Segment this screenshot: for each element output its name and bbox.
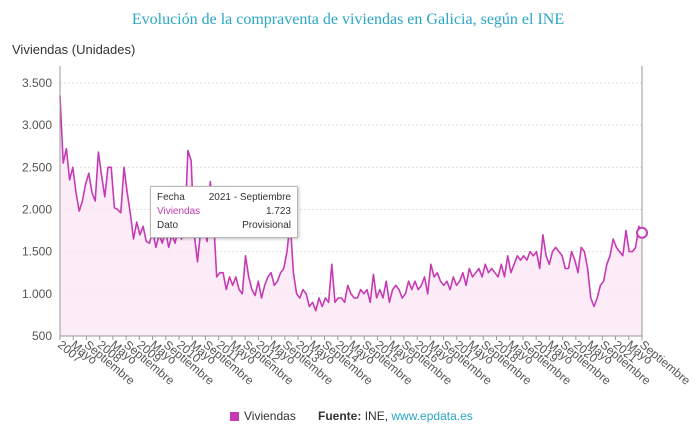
- series-area-fill: [60, 95, 642, 336]
- tooltip-key: Fecha: [157, 192, 185, 203]
- source-name: INE,: [364, 409, 389, 423]
- y-tick-label: 2.000: [22, 202, 52, 216]
- series-line[interactable]: [59, 95, 643, 312]
- y-tick-label: 3.000: [22, 118, 52, 132]
- x-axis-ticks: 2007MayoSeptiembre2008MayoSeptiembre2009…: [55, 336, 693, 388]
- y-axis-label: Viviendas (Unidades): [12, 42, 136, 57]
- tooltip-value: 2021 - Septiembre: [208, 192, 291, 203]
- hover-point-marker[interactable]: [636, 226, 648, 239]
- tooltip-value: Provisional: [242, 220, 291, 231]
- tooltip-value: 1.723: [265, 206, 291, 217]
- source-label: Fuente:: [318, 409, 362, 423]
- legend-swatch: [230, 412, 239, 421]
- y-tick-label: 500: [32, 329, 52, 343]
- y-tick-label: 1.000: [22, 287, 52, 301]
- y-axis-ticks: 500 1.000 1.500 2.000 2.500 3.000 3.500: [22, 76, 52, 343]
- tooltip-key: Dato: [157, 220, 179, 231]
- tooltip-row-date: Fecha 2021 - Septiembre: [157, 192, 291, 205]
- source-link[interactable]: www.epdata.es: [391, 409, 473, 423]
- tooltip: Fecha 2021 - Septiembre Viviendas 1.723 …: [150, 186, 298, 238]
- source-credit: Fuente: INE, www.epdata.es: [318, 409, 473, 423]
- chart-title: Evolución de la compraventa de viviendas…: [131, 11, 565, 28]
- tooltip-key: Viviendas: [157, 206, 201, 217]
- y-tick-label: 3.500: [22, 76, 52, 90]
- tooltip-row-dato: Dato Provisional: [157, 220, 291, 233]
- y-tick-label: 1.500: [22, 245, 52, 259]
- tooltip-row-viviendas: Viviendas 1.723: [157, 206, 291, 219]
- legend-label: Viviendas: [244, 409, 296, 423]
- y-tick-label: 2.500: [22, 160, 52, 174]
- legend-item-viviendas[interactable]: Viviendas: [230, 409, 296, 423]
